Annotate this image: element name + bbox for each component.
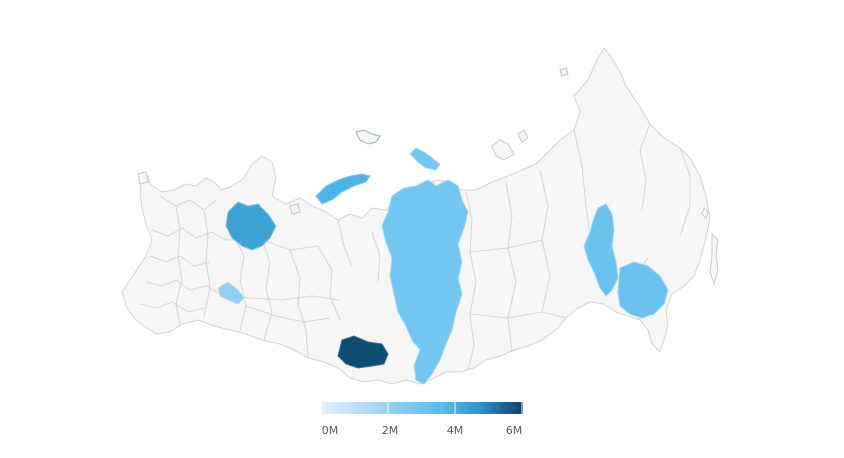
island-severnaya-zemlya[interactable] xyxy=(517,129,529,143)
legend: 0M 2M 4M 6M xyxy=(320,402,523,437)
region-khabarovsk[interactable] xyxy=(617,261,669,319)
region-sakha-east[interactable] xyxy=(583,203,619,297)
region-novosibirsk[interactable] xyxy=(337,335,389,369)
region-moscow-area[interactable] xyxy=(217,281,245,305)
region-taymyr-islands[interactable] xyxy=(409,147,441,171)
legend-tick-label: 0M xyxy=(322,424,339,437)
island-new-siberian[interactable] xyxy=(491,139,515,161)
island-sakhalin[interactable] xyxy=(709,232,719,286)
island-wrangel[interactable] xyxy=(559,67,569,77)
region-novaya-zemlya[interactable] xyxy=(315,173,371,205)
island-kolguev[interactable] xyxy=(289,203,301,215)
legend-tick-label: 2M xyxy=(382,424,399,437)
island-kaliningrad[interactable] xyxy=(137,171,149,185)
legend-tick-label: 6M xyxy=(506,424,523,437)
legend-tick-label: 4M xyxy=(447,424,464,437)
region-krasnoyarsk[interactable] xyxy=(381,179,469,385)
legend-color-bar xyxy=(321,402,523,414)
island-kuril-1[interactable] xyxy=(701,207,709,219)
region-arkhangelsk[interactable] xyxy=(225,201,277,251)
region-franz-josef[interactable] xyxy=(355,129,381,145)
